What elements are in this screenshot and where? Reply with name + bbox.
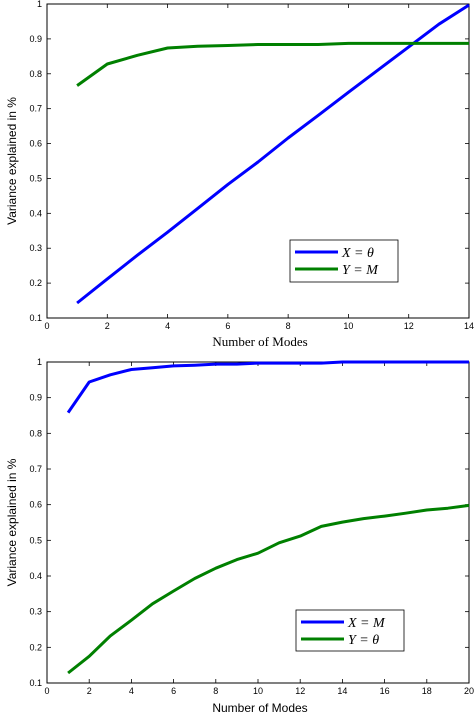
y-axis-label: Variance explained in % <box>5 97 19 225</box>
y-tick-label: 0.6 <box>29 139 42 149</box>
chart-2: 0 2 4 6 8 10 12 14 16 18 20 0.1 0.2 0.3 0.4 0.5 0.6 0.7 0.… <box>5 357 474 715</box>
x-tick-label: 4 <box>165 321 170 331</box>
x-tick-label: 14 <box>464 321 474 331</box>
y-tick-label: 0.5 <box>29 173 42 183</box>
chart-1: 0 2 4 6 8 10 12 14 0.1 0.2 0.3 0.4 0.5 0.6 0.7 0.8 0.9 1 N… <box>5 0 474 349</box>
y-axis-label: Variance explained in % <box>5 458 19 586</box>
y-tick-label: 0.8 <box>29 428 42 438</box>
series-line-1 <box>66 360 469 414</box>
legend-box <box>295 609 405 652</box>
series-line-2 <box>76 41 469 87</box>
x-tick-label: 14 <box>337 686 347 696</box>
legend-label-1: X = θ <box>341 246 374 261</box>
legend-label-1: X = M <box>347 616 386 631</box>
x-tick-label: 0 <box>44 686 49 696</box>
x-tick-label: 18 <box>422 686 432 696</box>
x-axis-label: Number of Modes <box>212 701 307 715</box>
legend: X = θ Y = M <box>289 239 399 283</box>
x-tick-label: 6 <box>225 321 230 331</box>
plot-area <box>46 3 470 319</box>
y-tick-label: 0.7 <box>29 104 42 114</box>
y-tick-label: 0.1 <box>29 313 42 323</box>
y-tick-label: 0.9 <box>29 34 42 44</box>
x-tick-label: 8 <box>213 686 218 696</box>
y-tick-label: 1 <box>37 0 42 9</box>
y-tick-label: 0.2 <box>29 278 42 288</box>
y-tick-label: 0.4 <box>29 208 42 218</box>
x-tick-label: 8 <box>286 321 291 331</box>
y-tick-label: 1 <box>37 357 42 367</box>
series-line-1 <box>76 3 470 305</box>
x-tick-label: 12 <box>295 686 305 696</box>
y-tick-label: 0.5 <box>29 535 42 545</box>
y-tick-label: 0.8 <box>29 69 42 79</box>
x-tick-label: 2 <box>87 686 92 696</box>
series-line-2 <box>67 503 470 675</box>
legend: X = M Y = θ <box>295 609 405 652</box>
legend-box <box>289 239 399 283</box>
x-tick-label: 4 <box>129 686 134 696</box>
legend-label-2: Y = θ <box>348 633 379 648</box>
x-tick-label: 2 <box>105 321 110 331</box>
legend-label-2: Y = M <box>342 263 379 278</box>
x-tick-label: 16 <box>380 686 390 696</box>
x-tick-label: 10 <box>253 686 263 696</box>
x-tick-label: 20 <box>464 686 474 696</box>
y-tick-label: 0.7 <box>29 464 42 474</box>
y-tick-label: 0.3 <box>29 607 42 617</box>
x-tick-label: 0 <box>44 321 49 331</box>
y-tick-label: 0.1 <box>29 678 42 688</box>
y-tick-label: 0.9 <box>29 393 42 403</box>
x-tick-label: 10 <box>343 321 353 331</box>
y-tick-label: 0.2 <box>29 642 42 652</box>
x-tick-label: 6 <box>171 686 176 696</box>
x-axis-label: Number of Modes <box>212 334 307 349</box>
y-tick-label: 0.3 <box>29 243 42 253</box>
y-tick-label: 0.4 <box>29 571 42 581</box>
y-tick-label: 0.6 <box>29 500 42 510</box>
x-tick-label: 12 <box>404 321 414 331</box>
